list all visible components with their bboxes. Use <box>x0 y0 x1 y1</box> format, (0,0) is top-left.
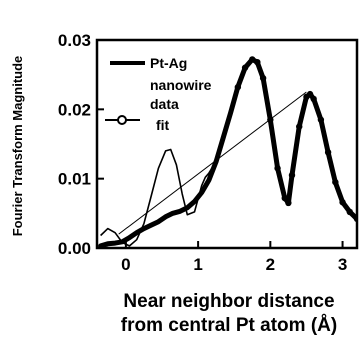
x-axis-label-line-1: Near neighbor distance <box>123 291 334 312</box>
plot-frame <box>95 38 359 250</box>
data-point <box>285 199 292 207</box>
legend: Pt-Ag nanowire data fit <box>105 55 212 133</box>
x-axis-label-line-2: from central Pt atom (Å) <box>121 315 337 336</box>
y-tick-label: 0.03 <box>58 31 91 50</box>
data-point <box>332 178 339 186</box>
data-point <box>296 123 303 130</box>
plot-area <box>98 56 357 248</box>
y-tick-label: 0.01 <box>58 170 91 189</box>
x-tick-label: 2 <box>266 255 275 274</box>
series-fit-line <box>100 58 357 247</box>
data-point <box>324 149 332 156</box>
data-point <box>339 199 346 206</box>
data-point <box>241 64 249 71</box>
data-point <box>234 83 242 91</box>
y-tick-label: 0.00 <box>58 239 91 258</box>
series-group <box>98 56 357 248</box>
legend-data-label-line-2: nanowire <box>150 77 212 93</box>
data-point <box>254 58 261 66</box>
data-point <box>310 95 317 103</box>
data-point <box>274 165 281 172</box>
data-point <box>346 208 353 216</box>
data-point <box>259 74 267 82</box>
x-tick-label: 1 <box>193 255 202 274</box>
data-point <box>306 90 314 98</box>
data-point <box>281 194 288 202</box>
x-tick-label: 3 <box>338 255 347 274</box>
y-tick-label: 0.02 <box>58 100 91 119</box>
data-point <box>249 56 256 63</box>
legend-data-label-line-3: data <box>150 96 179 112</box>
legend-data-label-line-1: Pt-Ag <box>150 55 187 71</box>
axes: 0 1 2 3 0.00 0.01 0.02 0.03 <box>58 31 359 274</box>
legend-fit-label: fit <box>156 117 170 133</box>
series-data-line <box>98 56 357 248</box>
data-point <box>288 172 296 179</box>
data-point <box>267 116 274 123</box>
y-axis-label: Fourier Transform Magnitude <box>10 56 25 237</box>
series-reference-line <box>118 91 307 235</box>
data-point <box>317 116 325 123</box>
legend-fit-marker <box>117 115 127 125</box>
x-tick-label: 0 <box>121 255 130 274</box>
